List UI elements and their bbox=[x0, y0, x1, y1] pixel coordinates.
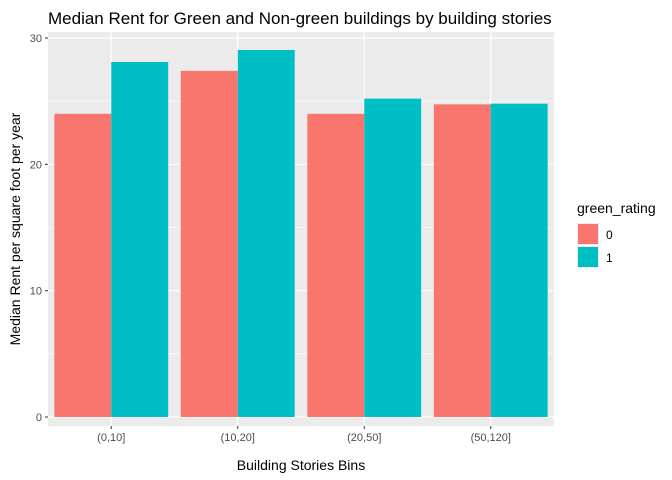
y-tick-label: 20 bbox=[30, 159, 42, 171]
bar-(10,20]-series-1 bbox=[237, 50, 295, 417]
bars bbox=[54, 50, 548, 418]
bar-(0,10]-series-1 bbox=[111, 62, 169, 418]
x-tick-label: (50,120] bbox=[471, 432, 511, 444]
x-axis-title: Building Stories Bins bbox=[237, 457, 365, 473]
bar-(50,120]-series-1 bbox=[490, 103, 548, 418]
legend-label-0: 0 bbox=[606, 228, 613, 242]
y-tick-label: 10 bbox=[30, 286, 42, 298]
y-axis-title: Median Rent per square foot per year bbox=[7, 112, 23, 345]
y-tick-label: 0 bbox=[36, 412, 42, 424]
x-tick-label: (20,50] bbox=[347, 432, 381, 444]
x-axis: (0,10] (10,20] (20,50] (50,120] bbox=[97, 426, 511, 444]
legend-key-1 bbox=[578, 247, 598, 267]
bar-(0,10]-series-0 bbox=[54, 113, 112, 418]
chart-title: Median Rent for Green and Non-green buil… bbox=[48, 9, 552, 28]
bar-(50,120]-series-0 bbox=[433, 104, 491, 417]
bar-(10,20]-series-0 bbox=[180, 70, 238, 417]
legend: green_rating 0 1 bbox=[577, 200, 656, 268]
legend-title: green_rating bbox=[577, 200, 656, 216]
bar-(20,50]-series-1 bbox=[364, 98, 422, 417]
legend-label-1: 1 bbox=[606, 251, 613, 265]
legend-key-0 bbox=[578, 224, 598, 244]
y-tick-label: 30 bbox=[30, 33, 42, 45]
y-axis: 0 10 20 30 bbox=[30, 33, 48, 424]
bar-(20,50]-series-0 bbox=[307, 113, 365, 418]
x-tick-label: (10,20] bbox=[221, 432, 255, 444]
x-tick-label: (0,10] bbox=[97, 432, 125, 444]
